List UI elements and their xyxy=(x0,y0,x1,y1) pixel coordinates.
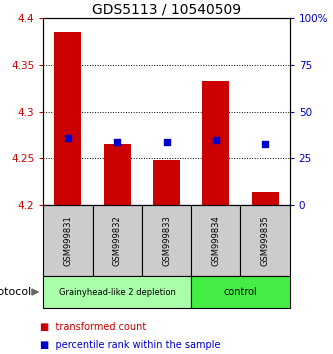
Point xyxy=(65,135,71,141)
Point xyxy=(213,137,218,143)
Bar xyxy=(251,192,279,205)
Text: GSM999835: GSM999835 xyxy=(260,215,270,266)
Text: GSM999832: GSM999832 xyxy=(113,215,122,266)
Point xyxy=(262,142,268,147)
Bar xyxy=(142,205,191,276)
Bar xyxy=(191,205,240,276)
Text: control: control xyxy=(223,287,257,297)
Point xyxy=(164,139,169,145)
Title: GDS5113 / 10540509: GDS5113 / 10540509 xyxy=(92,2,241,17)
Text: GSM999834: GSM999834 xyxy=(211,215,220,266)
Bar xyxy=(54,32,82,205)
Bar xyxy=(43,276,191,308)
Bar xyxy=(93,205,142,276)
Text: Grainyhead-like 2 depletion: Grainyhead-like 2 depletion xyxy=(59,287,175,297)
Text: ■  transformed count: ■ transformed count xyxy=(40,322,146,332)
Text: GSM999831: GSM999831 xyxy=(63,215,73,266)
Bar xyxy=(153,160,180,205)
Point xyxy=(115,139,120,144)
Bar xyxy=(43,205,93,276)
Bar xyxy=(191,276,290,308)
Bar xyxy=(104,144,131,205)
Text: GSM999833: GSM999833 xyxy=(162,215,171,266)
Bar xyxy=(240,205,290,276)
Text: protocol: protocol xyxy=(0,287,31,297)
Bar xyxy=(202,81,229,205)
Text: ■  percentile rank within the sample: ■ percentile rank within the sample xyxy=(40,340,220,350)
